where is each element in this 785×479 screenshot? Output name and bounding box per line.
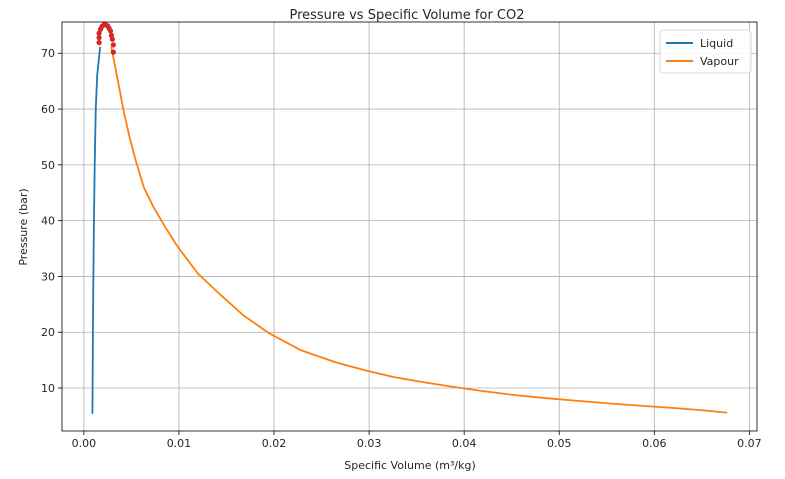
series-line-liquid [91,46,101,415]
y-tick-label: 60 [41,103,55,116]
critical-point-marker [110,42,116,48]
plot-area [91,22,728,415]
legend: Liquid Vapour [659,29,752,74]
y-tick-label: 50 [41,159,55,172]
x-tick-label: 0.04 [452,437,477,450]
critical-point-marker [110,49,116,55]
plot-frame [61,21,758,432]
x-tick-label: 0.07 [737,437,762,450]
x-tick-label: 0.00 [72,437,97,450]
x-tick-label: 0.01 [167,437,192,450]
series-line-vapour [110,46,728,414]
x-tick-label: 0.02 [262,437,287,450]
x-tick-label: 0.05 [547,437,572,450]
y-axis-label: Pressure (bar) [17,188,30,265]
y-tick-label: 70 [41,47,55,60]
critical-point-marker [96,35,102,41]
grid [62,22,757,431]
critical-point-marker [107,28,114,34]
y-tick-label: 20 [41,326,55,339]
y-axis: 10 20 30 40 50 60 70 [41,47,62,395]
y-tick-label: 10 [41,382,55,395]
chart-title: Pressure vs Specific Volume for CO2 [289,8,524,23]
legend-box [659,29,752,74]
critical-point-marker [96,30,102,36]
critical-point-marker [109,36,115,42]
y-tick-label: 40 [41,215,55,228]
legend-label-vapour: Vapour [700,55,739,68]
x-tick-label: 0.06 [642,437,667,450]
critical-point-marker [96,40,102,46]
x-tick-label: 0.03 [357,437,382,450]
x-axis-label: Specific Volume (m³/kg) [344,459,475,472]
y-tick-label: 30 [41,270,55,283]
legend-label-liquid: Liquid [700,37,733,50]
critical-point-marker [108,32,115,38]
x-axis: 0.00 0.01 0.02 0.03 0.04 0.05 0.06 0.07 [72,431,762,450]
